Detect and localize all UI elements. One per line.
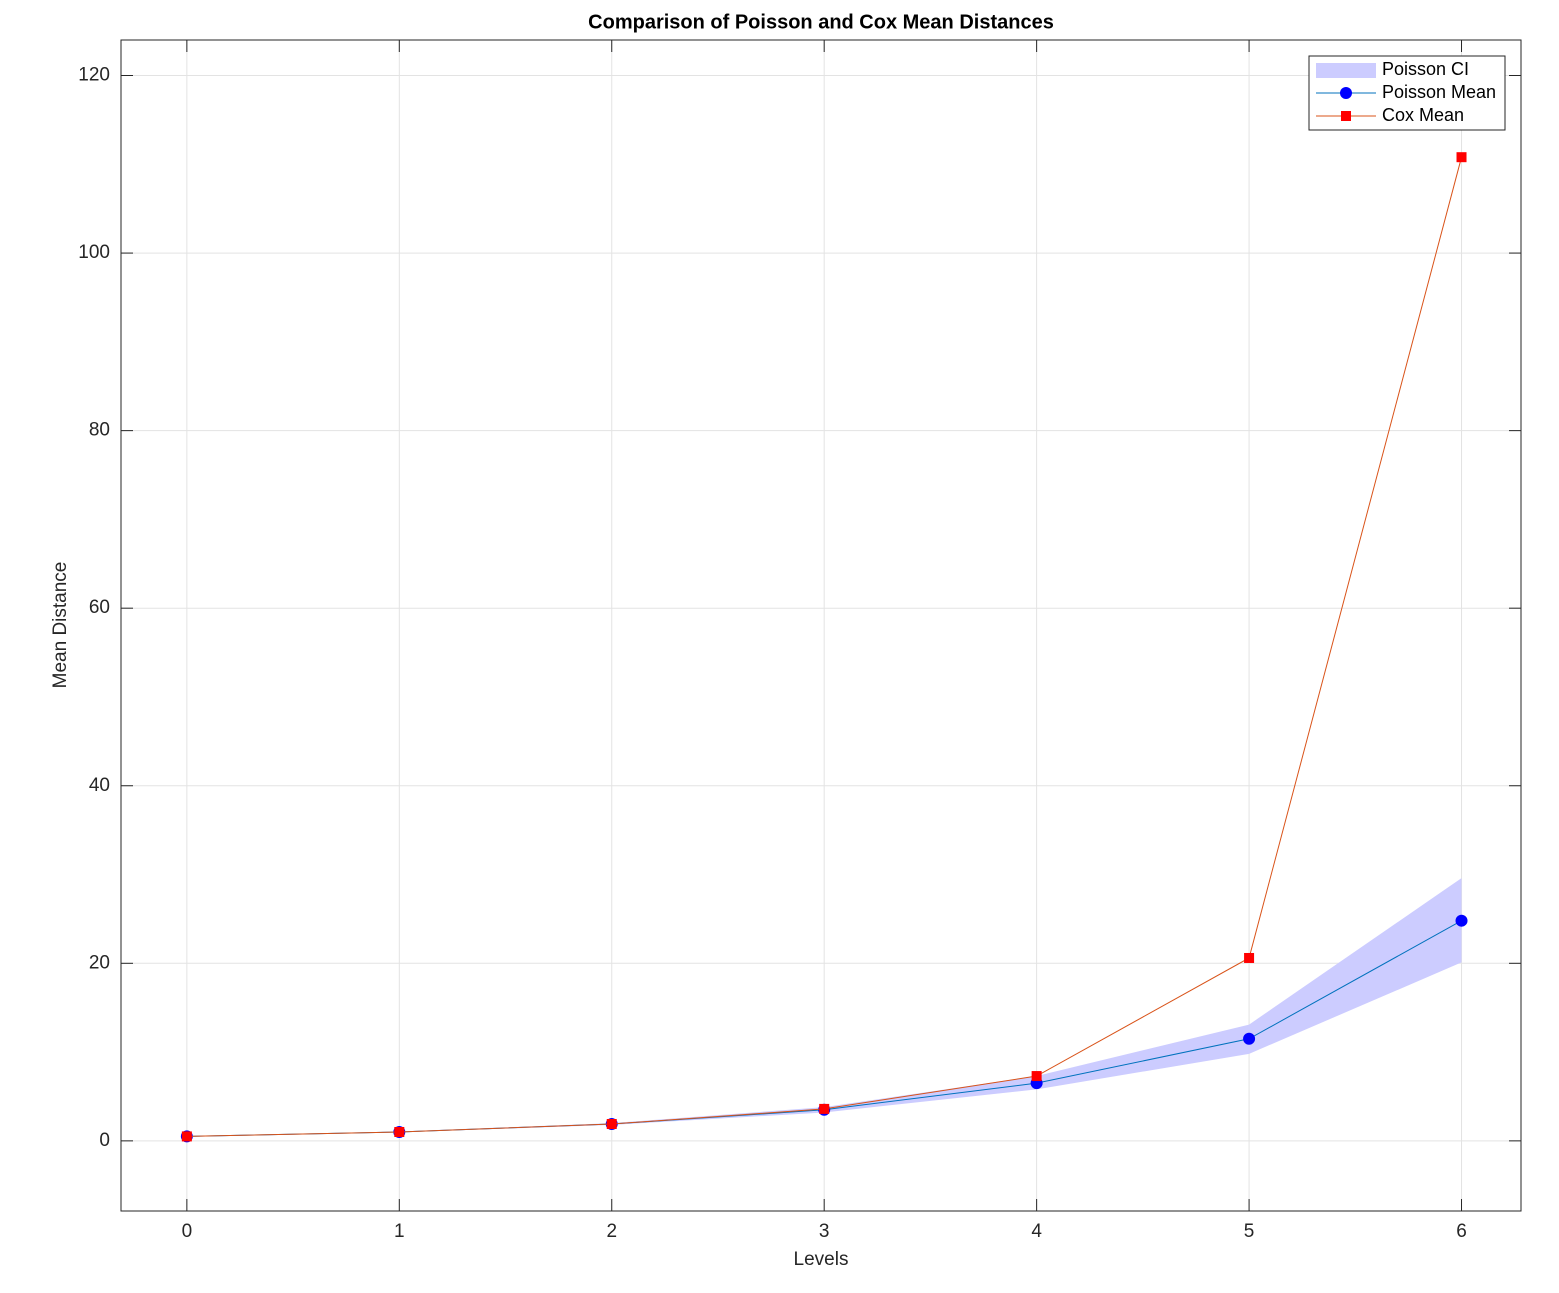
x-tick-label: 2 [606,1221,617,1242]
legend-swatch [1316,63,1376,78]
legend-label: Poisson CI [1382,59,1469,79]
y-tick-label: 60 [89,597,110,618]
marker [1031,1071,1042,1082]
marker [1455,914,1468,927]
marker [1456,152,1467,163]
x-tick-label: 3 [819,1221,830,1242]
x-tick-label: 4 [1031,1221,1042,1242]
marker [1243,1032,1256,1045]
y-tick-label: 0 [99,1130,110,1151]
marker [819,1103,830,1114]
y-axis-label: Mean Distance [50,562,71,689]
y-tick-label: 80 [89,420,110,441]
y-tick-label: 100 [78,242,110,263]
legend-marker [1341,111,1351,121]
marker [1244,952,1255,963]
y-tick-label: 20 [89,952,110,973]
x-tick-label: 1 [394,1221,405,1242]
legend-label: Poisson Mean [1382,82,1496,102]
x-tick-label: 6 [1456,1221,1467,1242]
legend-marker [1340,87,1352,99]
y-tick-label: 40 [89,775,110,796]
marker [606,1118,617,1129]
axes-box [120,39,1522,1212]
x-tick-label: 5 [1244,1221,1255,1242]
legend-label: Cox Mean [1382,105,1464,125]
x-axis-label: Levels [794,1249,849,1270]
y-tick-label: 120 [78,65,110,86]
marker [394,1126,405,1137]
chart-title: Comparison of Poisson and Cox Mean Dista… [588,11,1054,33]
x-tick-label: 0 [182,1221,193,1242]
marker [181,1131,192,1142]
